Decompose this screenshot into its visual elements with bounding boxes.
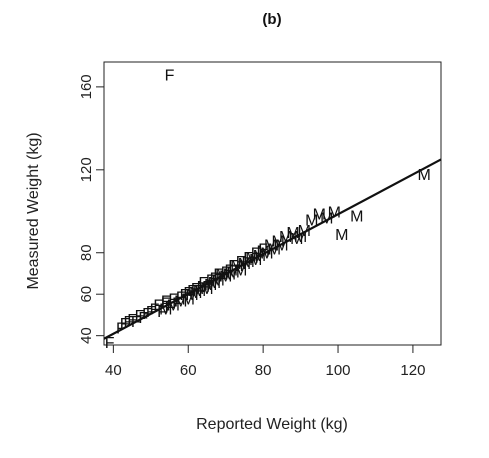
data-point-f: F <box>146 304 156 321</box>
data-point-f: F <box>195 283 205 300</box>
data-point-m: M <box>335 227 348 244</box>
y-axis-label: Measured Weight (kg) <box>25 132 42 289</box>
x-tick-label: 100 <box>326 362 351 379</box>
y-tick-label: 80 <box>78 244 95 261</box>
data-point-f: F <box>165 67 175 84</box>
data-point-m: M <box>264 237 277 254</box>
data-point-f: F <box>105 335 115 352</box>
regression-line <box>103 158 442 340</box>
data-point-m: M <box>271 233 284 250</box>
data-point-f: F <box>150 302 160 319</box>
data-point-f: F <box>251 246 261 263</box>
data-point-m: M <box>286 225 299 242</box>
data-point-f: F <box>153 298 163 315</box>
data-point-f: F <box>202 279 212 296</box>
data-point-f: F <box>123 314 133 331</box>
y-tick-label: 60 <box>78 286 95 303</box>
data-point-m: M <box>234 262 247 279</box>
x-tick-label: 120 <box>400 362 425 379</box>
data-point-f: F <box>258 242 268 259</box>
data-point-f: F <box>165 300 175 317</box>
data-point-f: F <box>120 316 130 333</box>
data-point-f: F <box>198 275 208 292</box>
data-point-m: M <box>159 302 172 319</box>
x-tick-label: 80 <box>255 362 272 379</box>
x-tick-label: 40 <box>105 362 122 379</box>
data-point-m: M <box>350 208 363 225</box>
data-point-f: F <box>228 258 238 275</box>
data-point-f: F <box>217 271 227 288</box>
data-point-f: F <box>161 295 171 312</box>
y-tick-label: 160 <box>78 74 95 99</box>
y-tick-label: 40 <box>78 327 95 344</box>
data-point-m: M <box>185 287 198 304</box>
data-point-f: F <box>172 295 182 312</box>
y-tick-label: 120 <box>78 157 95 182</box>
data-point-f: F <box>236 254 246 271</box>
data-point-f: F <box>135 308 145 325</box>
x-axis: 40 60 80 100 120 <box>105 345 425 379</box>
x-tick-label: 60 <box>180 362 197 379</box>
data-point-f: F <box>142 306 152 323</box>
data-point-m: M <box>167 298 180 315</box>
data-point-f: F <box>168 291 178 308</box>
x-axis-label: Reported Weight (kg) <box>196 416 348 433</box>
data-point-f: F <box>243 250 253 267</box>
data-point-m: M <box>279 229 292 246</box>
data-point-f: F <box>127 312 137 329</box>
y-axis: 40 60 80 120 160 <box>78 74 104 344</box>
data-point-m: M <box>313 206 326 223</box>
data-point-m: M <box>174 293 187 310</box>
data-point-f: F <box>161 293 171 310</box>
data-point-f: F <box>213 266 223 283</box>
data-points: FFFFFFFFFFFFFFFFFFFFFFFFFFFFFFFFFFFFFFMM… <box>105 67 431 351</box>
data-point-f: F <box>157 304 167 321</box>
panel-title: (b) <box>262 11 281 28</box>
plot-frame <box>103 61 442 346</box>
